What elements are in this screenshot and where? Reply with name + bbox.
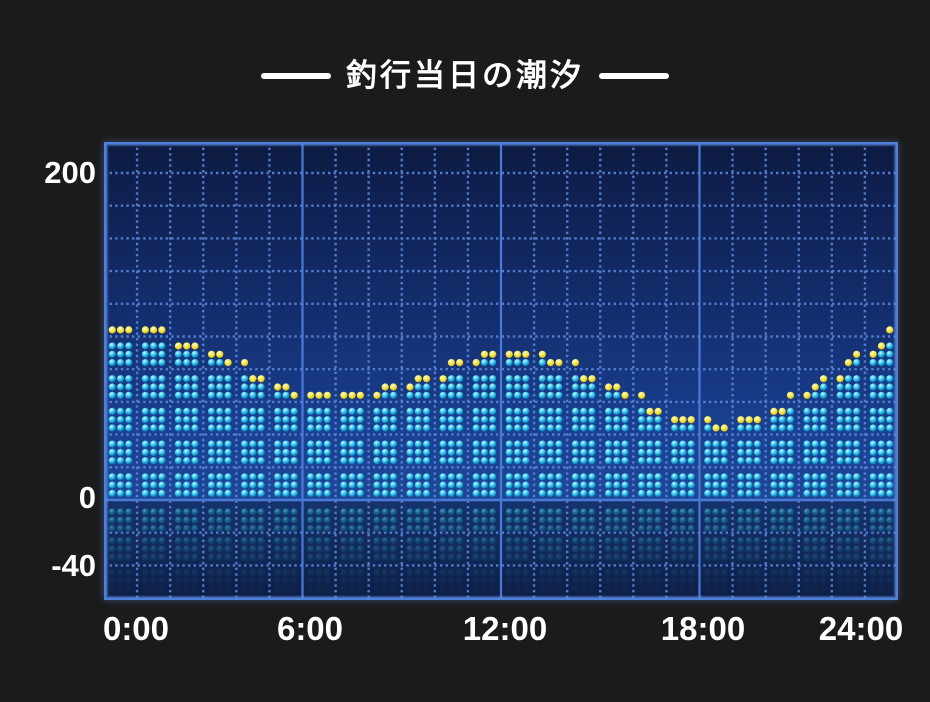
grid-dotted xyxy=(104,142,898,600)
x-axis-label-1800: 18:00 xyxy=(660,610,746,647)
y-axis-label-minus40: -40 xyxy=(51,548,96,583)
y-axis-label-200: 200 xyxy=(44,155,96,190)
x-axis-label-2400: 24:00 xyxy=(818,610,904,647)
x-axis-label-0000: 0:00 xyxy=(102,610,170,647)
x-axis-label-1200: 12:00 xyxy=(462,610,548,647)
title-dash-left-icon xyxy=(261,73,331,79)
x-axis-label-0600: 6:00 xyxy=(276,610,344,647)
dot-matrix-below-zero xyxy=(108,508,894,585)
tide-dot-matrix-plot xyxy=(104,142,898,600)
dot-matrix-tide xyxy=(108,326,894,497)
tide-chart-svg xyxy=(104,142,898,600)
title-dash-right-icon xyxy=(599,73,669,79)
y-axis-label-0: 0 xyxy=(78,480,96,515)
plot-border xyxy=(104,142,898,600)
grid-solid xyxy=(104,142,898,600)
chart-title-row: 釣行当日の潮汐 xyxy=(0,56,930,96)
chart-title: 釣行当日の潮汐 xyxy=(346,58,584,94)
